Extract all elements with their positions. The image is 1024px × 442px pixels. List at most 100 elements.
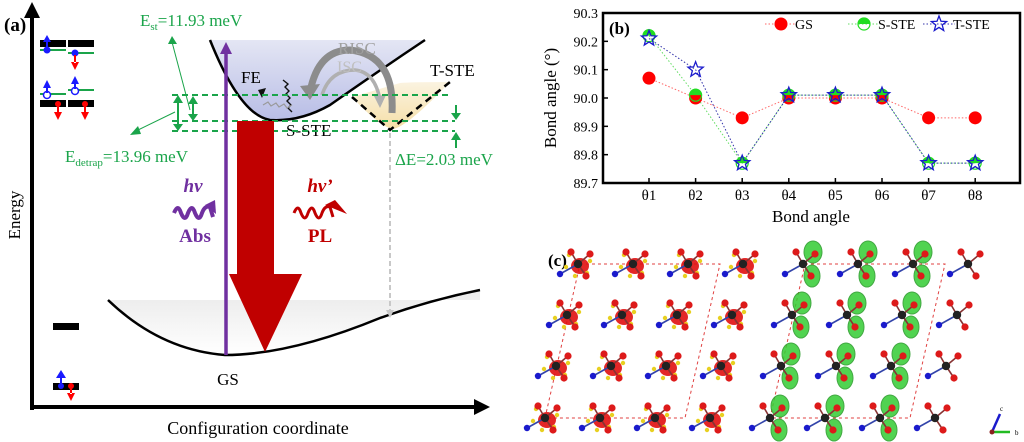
atom-red	[729, 352, 737, 360]
atom-red	[778, 404, 786, 412]
structural-unit	[814, 342, 856, 390]
spin-density-yellow	[752, 258, 758, 264]
atom-red	[685, 301, 693, 309]
atom-red	[921, 250, 929, 258]
y-ticks: 89.7 89.8 89.9 90.0 90.1 90.2 90.3	[574, 7, 608, 192]
structural-unit	[688, 402, 726, 434]
structural-unit	[825, 291, 867, 339]
spin-density-yellow	[576, 309, 582, 315]
edetrap-label: Edetrap=13.96 meV	[65, 147, 189, 169]
atom-black	[875, 413, 885, 423]
atom-blue	[633, 424, 641, 432]
atom-blue	[655, 321, 663, 329]
atom-red	[825, 350, 833, 358]
atom-red	[564, 352, 572, 360]
structural-unit	[935, 299, 973, 331]
marker-s-ste-2-ring	[688, 88, 703, 102]
atom-red	[866, 250, 874, 258]
series-markers	[639, 28, 985, 172]
atom-blue	[523, 424, 531, 432]
atom-red	[732, 248, 740, 256]
atom-blue	[935, 321, 943, 329]
marker-s-ste-3	[735, 156, 749, 170]
atom-blue	[688, 424, 696, 432]
legend-label-t-ste: T-STE	[953, 18, 990, 33]
atom-red	[781, 299, 789, 307]
marker-t-ste-4	[779, 85, 799, 104]
configuration-axis-label: Configuration coordinate	[167, 418, 348, 438]
atom-red	[582, 272, 590, 280]
risc-arrowhead	[300, 84, 320, 100]
x-tick-label: θ7	[921, 188, 936, 204]
atom-blue	[556, 270, 564, 278]
crystal-structure-t-ste	[748, 240, 984, 442]
spin-density-yellow	[620, 360, 626, 366]
absorption-photon-label: hv	[184, 176, 204, 197]
absorption-photon-wave	[172, 204, 215, 220]
atom-black	[617, 310, 627, 320]
atom-red	[943, 404, 951, 412]
spin-density-yellow	[609, 412, 615, 418]
spin-density-yellow	[697, 258, 703, 264]
spin-density-yellow	[618, 264, 624, 270]
spin-density-yellow	[706, 366, 712, 372]
atom-red	[759, 402, 767, 410]
atom-red	[829, 426, 837, 434]
gs-well-fill	[108, 290, 480, 355]
absorption-photon-wave-head	[205, 200, 216, 214]
atom-blue	[803, 424, 811, 432]
marker-s-ste-7-ring	[921, 156, 936, 170]
atom-red	[924, 402, 932, 410]
structural-unit	[748, 394, 790, 442]
atom-red	[939, 426, 947, 434]
atom-red	[836, 299, 844, 307]
legend-marker-t-ste	[929, 14, 949, 32]
atom-blue	[814, 372, 822, 380]
atom-black	[798, 259, 808, 269]
spin-density-yellow	[631, 309, 637, 315]
atom-red	[718, 404, 726, 412]
atom-black	[765, 413, 775, 423]
atom-red	[891, 299, 899, 307]
spin-density-yellow	[741, 309, 747, 315]
spin-density-yellow	[530, 418, 536, 424]
x-tick-label: θ8	[968, 188, 983, 204]
atom-red	[681, 323, 689, 331]
atom-blue	[644, 372, 652, 380]
atom-red	[961, 323, 969, 331]
marker-t-ste-8	[965, 153, 985, 172]
panel-c: (c) c b	[523, 240, 1019, 442]
structural-unit	[880, 291, 922, 339]
spin-density-yellow	[730, 360, 736, 366]
atom-red	[644, 402, 652, 410]
atom-red	[972, 272, 980, 280]
isc-arrow	[320, 68, 382, 101]
atom-red	[699, 402, 707, 410]
x-axis-label: Bond angle	[772, 207, 850, 226]
crystal-structure-s-ste	[523, 248, 759, 434]
spin-density-yellow	[596, 366, 602, 372]
atom-red	[840, 374, 848, 382]
atom-red	[692, 272, 700, 280]
x-tick-label: θ1	[642, 188, 657, 204]
structural-unit	[770, 291, 812, 339]
atom-red	[862, 272, 870, 280]
spin-density-yellow	[563, 264, 569, 270]
atom-red	[946, 299, 954, 307]
y-tick-label: 89.8	[574, 149, 599, 164]
atom-black	[551, 361, 561, 371]
atom-red	[674, 352, 682, 360]
atom-blue	[891, 270, 899, 278]
atom-blue	[924, 372, 932, 380]
x-tick-label: θ4	[781, 188, 796, 204]
atom-red	[902, 248, 910, 256]
x-tick-label: θ6	[875, 188, 890, 204]
spin-density-yellow	[704, 427, 710, 433]
est-arrowheads	[188, 96, 198, 121]
risc-label: RISC	[338, 39, 376, 58]
delta-e-arrowhead-top	[451, 113, 461, 120]
atom-red	[714, 426, 722, 434]
atom-black	[661, 361, 671, 371]
structural-unit	[534, 350, 572, 382]
